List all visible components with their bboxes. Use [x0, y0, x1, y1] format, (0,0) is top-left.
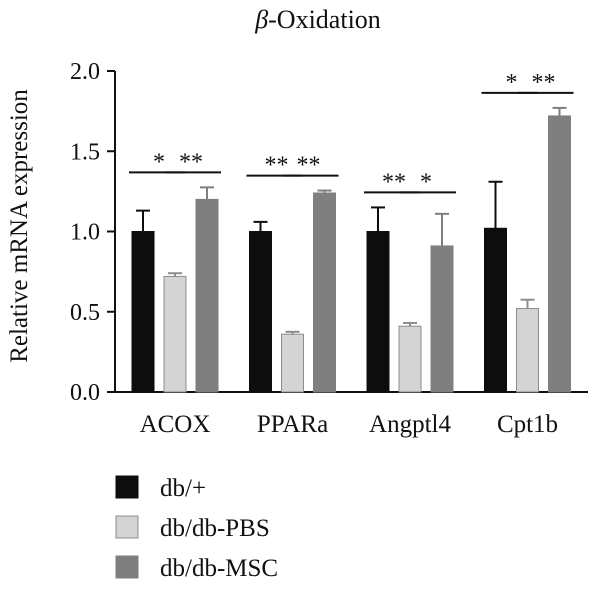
category-labels: ACOX PPARa Angptl4 Cpt1b: [140, 411, 558, 438]
category-label: Angptl4: [369, 411, 451, 438]
chart-title: β-Oxidation: [254, 5, 381, 34]
legend-swatch: [115, 475, 139, 499]
legend-label: db/db-PBS: [160, 515, 270, 542]
bar-ppara-series-1: [281, 333, 304, 393]
bar-angptl4-series-2: [430, 245, 454, 393]
significance-label: *: [153, 149, 165, 175]
legend-swatch: [115, 555, 139, 579]
significance-label: *: [506, 70, 518, 96]
bar-cpt1b-series-0: [484, 227, 507, 393]
y-tick-label: 0.5: [70, 300, 100, 326]
bar-acox-series-0: [131, 231, 155, 393]
legend-label: db/db-MSC: [160, 555, 278, 582]
legend-label: db/+: [160, 475, 206, 502]
significance-label: **: [297, 153, 321, 179]
significance-label: **: [382, 169, 406, 195]
category-label: Cpt1b: [497, 411, 558, 438]
error-bars-group: [136, 106, 567, 335]
significance-label: *: [420, 169, 432, 195]
y-tick-label: 1.0: [70, 220, 100, 246]
y-tick-label: 1.5: [70, 139, 100, 165]
significance-label: **: [265, 153, 289, 179]
bar-cpt1b-series-2: [548, 115, 571, 393]
legend: db/+ db/db-PBS db/db-MSC: [115, 475, 278, 582]
significance-group: * ** ** **** ** **: [129, 70, 574, 195]
y-ticks: 0.0 0.5 1.0 1.5 2.0: [70, 59, 115, 406]
category-label: PPARa: [257, 411, 328, 438]
bar-acox-series-2: [195, 198, 219, 393]
y-axis-label: Relative mRNA expression: [6, 89, 33, 363]
bar-angptl4-series-0: [366, 231, 390, 393]
bar-angptl4-series-1: [398, 325, 422, 393]
chart-title-suffix: -Oxidation: [268, 5, 381, 34]
chart-title-prefix: β: [254, 5, 268, 34]
significance-label: **: [179, 149, 203, 175]
legend-swatch: [115, 515, 139, 539]
y-tick-label: 2.0: [70, 59, 100, 85]
category-label: ACOX: [140, 411, 211, 438]
y-tick-label: 0.0: [70, 380, 100, 406]
bar-ppara-series-0: [249, 231, 272, 393]
significance-label: **: [532, 70, 556, 96]
bar-cpt1b-series-1: [516, 308, 539, 393]
bar-acox-series-1: [163, 275, 187, 393]
bar-ppara-series-2: [313, 192, 336, 393]
